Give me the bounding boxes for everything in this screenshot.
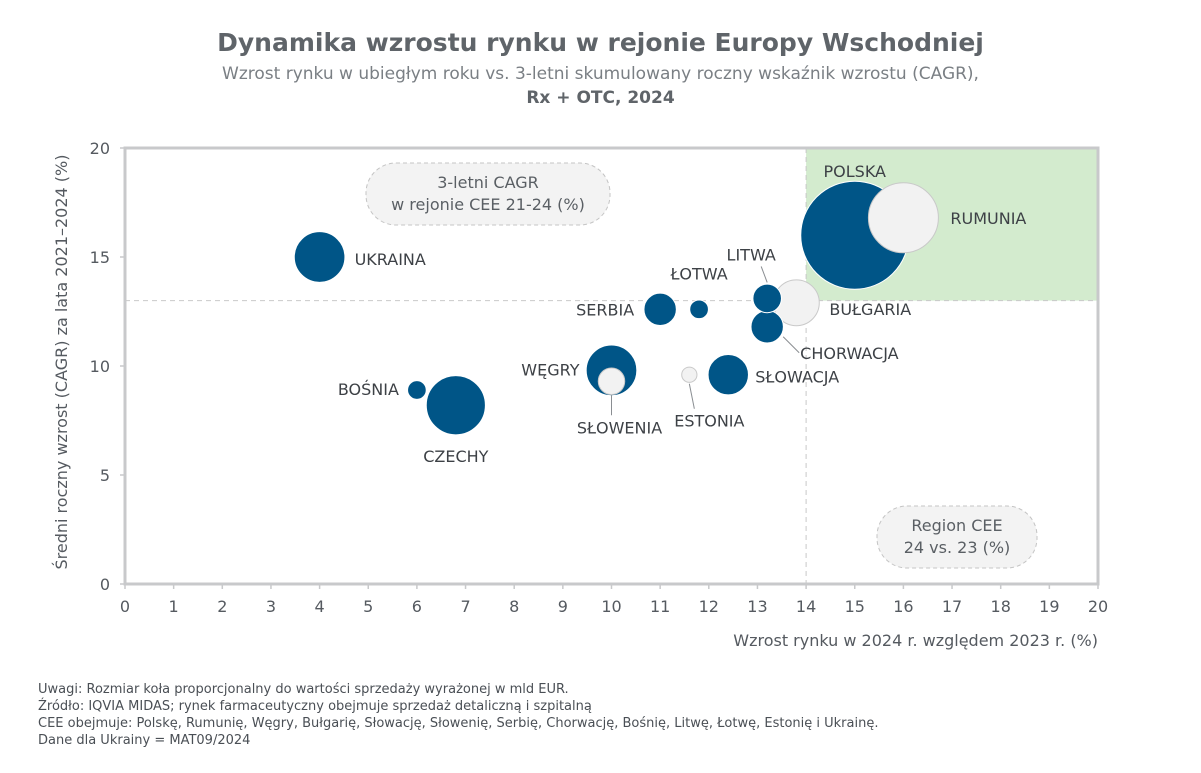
x-tick-label: 13 <box>747 597 767 616</box>
point-label: WĘGRY <box>521 360 579 379</box>
annotation-text: w rejonie CEE 21-24 (%) <box>391 195 585 214</box>
x-tick-label: 4 <box>315 597 325 616</box>
point-label: ESTONIA <box>674 412 744 431</box>
annotation-pill <box>876 505 1038 569</box>
y-tick-label: 20 <box>90 139 110 158</box>
y-tick-label: 10 <box>90 357 110 376</box>
bubble-serbia <box>643 292 677 327</box>
footnote-line: Źródło: IQVIA MIDAS; rynek farmaceutyczn… <box>38 699 592 714</box>
annotation-text: 24 vs. 23 (%) <box>904 538 1011 557</box>
bubble-rumunia <box>867 182 939 254</box>
point-label: ŁOTWA <box>669 264 727 283</box>
point-label: BOŚNIA <box>338 380 399 399</box>
x-tick-label: 15 <box>845 597 865 616</box>
x-tick-label: 6 <box>412 597 422 616</box>
x-tick-label: 10 <box>601 597 621 616</box>
chart-subtitle: Wzrost rynku w ubiegłym roku vs. 3-letni… <box>222 64 979 84</box>
x-axis-label: Wzrost rynku w 2024 r. względem 2023 r. … <box>733 631 1098 650</box>
bubble-czechy <box>425 375 486 436</box>
annotation-pill <box>365 162 611 226</box>
y-axis-label: Średni roczny wzrost (CAGR) za lata 2021… <box>52 155 71 570</box>
x-tick-label: 12 <box>699 597 719 616</box>
leader-line <box>688 383 695 409</box>
x-tick-label: 8 <box>509 597 519 616</box>
y-tick-label: 0 <box>100 575 110 594</box>
bubble-estonia <box>681 366 698 383</box>
x-tick-label: 14 <box>796 597 816 616</box>
x-tick-label: 16 <box>893 597 913 616</box>
point-label: SERBIA <box>576 300 634 319</box>
x-tick-label: 0 <box>120 597 130 616</box>
leader-line <box>782 336 800 354</box>
point-label: BUŁGARIA <box>829 300 911 319</box>
x-tick-label: 7 <box>460 597 470 616</box>
y-tick-label: 15 <box>90 248 110 267</box>
annotation-text: 3-letni CAGR <box>437 173 539 192</box>
chart-subtitle-bold: Rx + OTC, 2024 <box>526 88 675 108</box>
point-label: LITWA <box>727 245 776 264</box>
x-tick-label: 5 <box>363 597 373 616</box>
y-tick-label: 5 <box>100 466 110 485</box>
x-tick-label: 17 <box>942 597 962 616</box>
x-tick-label: 20 <box>1088 597 1108 616</box>
bubble-chorwacja <box>750 310 784 344</box>
point-label: CZECHY <box>423 447 488 466</box>
footnote-line: CEE obejmuje: Polskę, Rumunię, Węgry, Bu… <box>38 716 879 731</box>
x-tick-label: 1 <box>169 597 179 616</box>
point-label: SŁOWENIA <box>577 418 662 437</box>
x-tick-label: 3 <box>266 597 276 616</box>
point-label: POLSKA <box>824 162 887 181</box>
footnote-line: Uwagi: Rozmiar koła proporcjonalny do wa… <box>38 682 569 697</box>
footnotes: Uwagi: Rozmiar koła proporcjonalny do wa… <box>38 681 878 749</box>
bubble-łotwa <box>689 299 709 320</box>
leader-line <box>760 266 768 283</box>
bubble-słowenia <box>597 367 626 395</box>
point-label: SŁOWACJA <box>755 368 839 387</box>
x-tick-label: 18 <box>991 597 1011 616</box>
footnote-line: Dane dla Ukrainy = MAT09/2024 <box>38 733 251 748</box>
annotation-text: Region CEE <box>911 516 1002 535</box>
x-tick-label: 11 <box>650 597 670 616</box>
chart-title: Dynamika wzrostu rynku w rejonie Europy … <box>217 28 984 57</box>
x-tick-label: 2 <box>217 597 227 616</box>
bubble-słowacja <box>707 354 749 396</box>
x-tick-label: 19 <box>1039 597 1059 616</box>
point-label: UKRAINA <box>355 250 426 269</box>
bubble-bośnia <box>407 380 427 400</box>
point-label: RUMUNIA <box>950 209 1026 228</box>
point-label: CHORWACJA <box>800 344 898 363</box>
bubble-ukraina <box>293 231 346 283</box>
x-tick-label: 9 <box>558 597 568 616</box>
bubble-litwa <box>752 283 782 314</box>
